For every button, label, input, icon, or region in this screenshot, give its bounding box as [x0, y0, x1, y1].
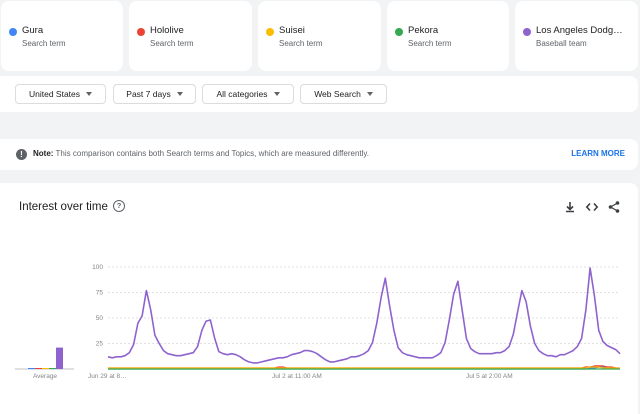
search-type-value: Web Search — [314, 89, 361, 99]
term-card-gura[interactable]: Gura Search term — [1, 1, 123, 71]
embed-icon[interactable] — [585, 200, 599, 214]
panel-title: Interest over time — [19, 201, 108, 213]
term-type: Baseball team — [536, 39, 587, 48]
y-tick-label: 25 — [96, 341, 104, 348]
caret-down-icon — [176, 92, 183, 96]
search-terms-row: Gura Search term Hololive Search term Su… — [0, 0, 640, 74]
x-tick-label: Jul 2 at 11:00 AM — [272, 373, 322, 380]
category-dropdown[interactable]: All categories — [202, 84, 294, 104]
category-value: All categories — [216, 89, 268, 99]
share-icon[interactable] — [607, 200, 621, 214]
region-dropdown[interactable]: United States — [15, 84, 106, 104]
note-label: Note: — [33, 149, 54, 158]
note-message: This comparison contains both Search ter… — [55, 149, 370, 158]
term-name: Pekora — [408, 25, 439, 36]
term-name: Los Angeles Dodg… — [536, 25, 623, 36]
y-tick-label: 50 — [96, 315, 104, 322]
term-color-dot — [395, 28, 403, 36]
term-card-suisei[interactable]: Suisei Search term — [258, 1, 381, 71]
learn-more-link[interactable]: LEARN MORE — [571, 149, 625, 158]
series-line — [108, 366, 620, 369]
average-bar — [35, 368, 42, 369]
y-tick-label: 75 — [96, 290, 104, 297]
search-type-dropdown[interactable]: Web Search — [300, 84, 387, 104]
interest-over-time-panel: Interest over time ? — [0, 183, 638, 414]
y-tick-label: 100 — [92, 264, 103, 271]
average-bar — [56, 347, 63, 369]
x-tick-label: Jun 29 at 8… — [88, 373, 127, 380]
region-value: United States — [28, 89, 81, 99]
download-icon[interactable] — [563, 200, 577, 214]
term-name: Suisei — [279, 25, 305, 36]
time-range-dropdown[interactable]: Past 7 days — [113, 84, 196, 104]
term-color-dot — [137, 28, 145, 36]
term-color-dot — [523, 28, 531, 36]
average-bar — [42, 368, 49, 369]
term-card-hololive[interactable]: Hololive Search term — [129, 1, 252, 71]
term-color-dot — [9, 28, 17, 36]
term-card-dodgers[interactable]: Los Angeles Dodg… Baseball team — [515, 1, 638, 71]
term-color-dot — [266, 28, 274, 36]
time-range-value: Past 7 days — [126, 89, 171, 99]
term-type: Search term — [150, 39, 194, 48]
caret-down-icon — [366, 92, 373, 96]
term-name: Gura — [22, 25, 44, 36]
series-line — [107, 267, 621, 364]
help-icon[interactable]: ? — [113, 200, 125, 212]
caret-down-icon — [86, 92, 93, 96]
average-bar — [28, 368, 35, 369]
filters-bar: United States Past 7 days All categories… — [0, 76, 638, 112]
x-tick-label: Jul 5 at 2:00 AM — [466, 373, 513, 380]
term-type: Search term — [408, 39, 452, 48]
info-icon: ! — [16, 149, 27, 160]
term-card-pekora[interactable]: Pekora Search term — [387, 1, 509, 71]
comparison-note: ! Note: This comparison contains both Se… — [0, 139, 638, 170]
term-type: Search term — [279, 39, 323, 48]
average-bar — [49, 368, 56, 369]
term-name: Hololive — [150, 25, 184, 36]
note-text: Note: This comparison contains both Sear… — [33, 149, 369, 158]
term-type: Search term — [22, 39, 66, 48]
interest-chart: 100 75 50 25 Average Jun 29 at 8… Jul 2 at 1… — [15, 264, 621, 380]
caret-down-icon — [273, 92, 280, 96]
average-label: Average — [33, 373, 57, 380]
